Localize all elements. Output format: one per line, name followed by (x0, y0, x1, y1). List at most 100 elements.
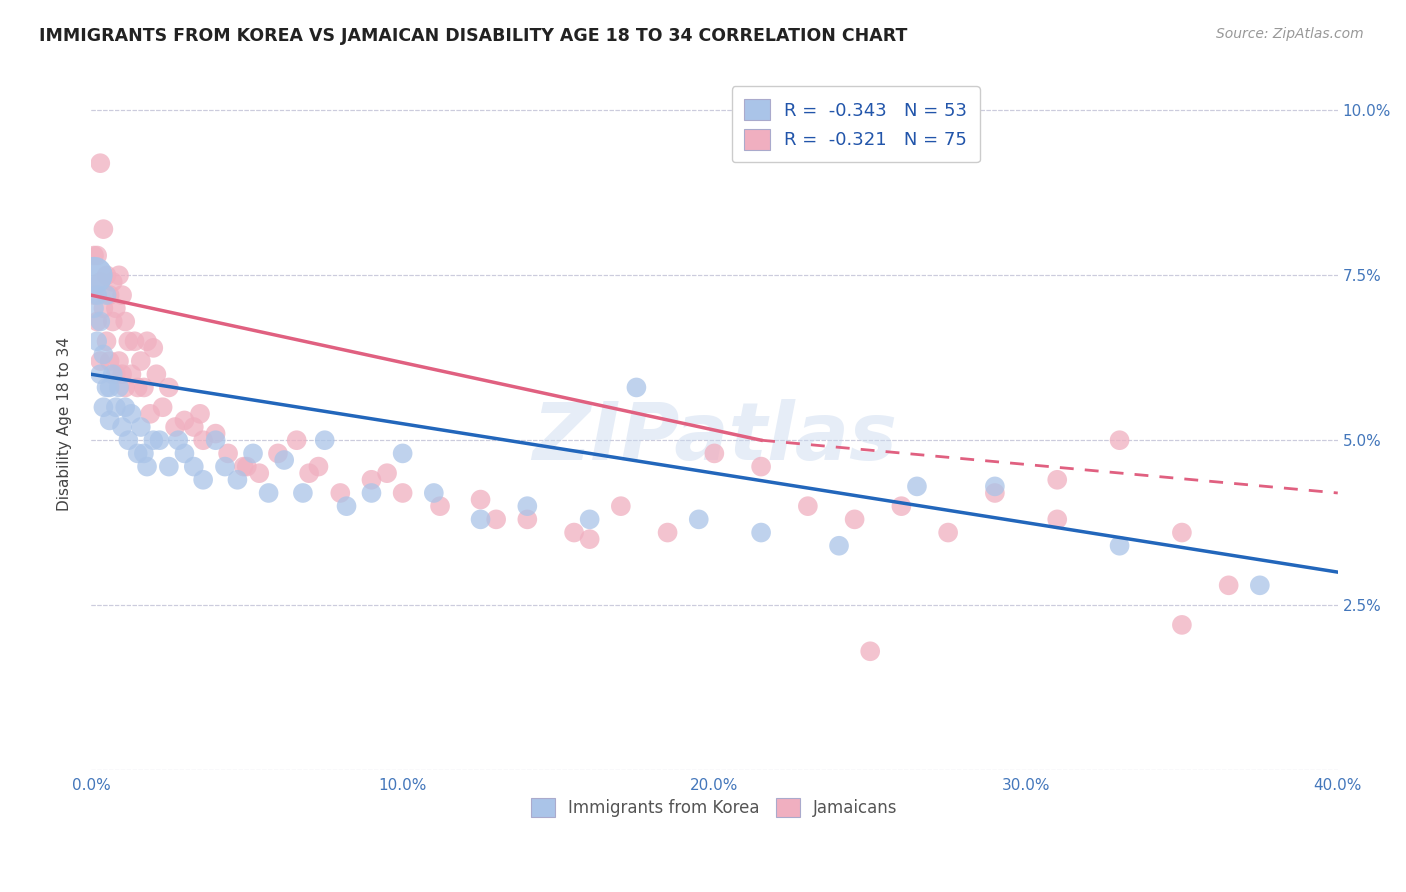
Point (114, 314, 136, 328)
Point (273, 453, 295, 467)
Point (104, 301, 127, 316)
Point (936, 525, 959, 540)
Point (657, 525, 679, 540)
Point (242, 446, 264, 460)
Point (104, 368, 127, 382)
Point (984, 479, 1007, 493)
Point (98, 413, 121, 427)
Point (148, 434, 170, 448)
Point (83, 268, 105, 283)
Point (136, 459, 159, 474)
Point (120, 407, 142, 421)
Point (93, 222, 115, 236)
Legend: Immigrants from Korea, Jamaicans: Immigrants from Korea, Jamaicans (524, 791, 904, 824)
Point (749, 525, 772, 540)
Point (391, 486, 413, 500)
Point (132, 380, 155, 394)
Text: IMMIGRANTS FROM KOREA VS JAMAICAN DISABILITY AGE 18 TO 34 CORRELATION CHART: IMMIGRANTS FROM KOREA VS JAMAICAN DISABI… (39, 27, 908, 45)
Point (1108, 434, 1130, 448)
Point (226, 473, 249, 487)
Point (1171, 525, 1194, 540)
Point (329, 486, 352, 500)
Point (93, 401, 115, 415)
Point (360, 486, 382, 500)
Point (127, 446, 149, 460)
Point (236, 459, 259, 474)
Point (96, 380, 118, 394)
Point (191, 473, 214, 487)
Point (117, 434, 139, 448)
Point (1171, 618, 1194, 632)
Point (96, 288, 118, 302)
Point (267, 446, 290, 460)
Point (890, 499, 912, 513)
Point (188, 407, 211, 421)
Point (308, 459, 330, 474)
Point (1108, 539, 1130, 553)
Point (136, 334, 159, 349)
Point (204, 426, 226, 441)
Point (83, 301, 105, 316)
Text: Source: ZipAtlas.com: Source: ZipAtlas.com (1216, 27, 1364, 41)
Point (108, 380, 131, 394)
Point (516, 512, 538, 526)
Point (703, 446, 725, 460)
Y-axis label: Disability Age 18 to 34: Disability Age 18 to 34 (58, 336, 72, 511)
Point (429, 499, 451, 513)
Point (93, 347, 115, 361)
Point (167, 434, 190, 448)
Point (204, 434, 226, 448)
Point (828, 539, 851, 553)
Point (114, 401, 136, 415)
Point (89, 368, 111, 382)
Point (285, 434, 308, 448)
Point (485, 512, 508, 526)
Point (391, 446, 413, 460)
Point (183, 420, 205, 434)
Point (562, 525, 585, 540)
Point (89, 156, 111, 170)
Point (98, 354, 121, 368)
Point (104, 401, 127, 415)
Point (183, 459, 205, 474)
Point (173, 446, 195, 460)
Point (142, 434, 165, 448)
Point (89, 275, 111, 289)
Point (470, 492, 492, 507)
Point (83, 288, 105, 302)
Point (86, 314, 108, 328)
Point (108, 268, 131, 283)
Point (984, 486, 1007, 500)
Point (298, 466, 321, 480)
Point (86, 288, 108, 302)
Point (173, 413, 195, 427)
Point (86, 334, 108, 349)
Point (217, 446, 239, 460)
Point (83, 248, 105, 262)
Point (578, 512, 600, 526)
Point (423, 486, 446, 500)
Point (749, 459, 772, 474)
Point (859, 644, 882, 658)
Point (314, 434, 336, 448)
Point (626, 380, 648, 394)
Point (111, 420, 134, 434)
Point (247, 466, 270, 480)
Point (905, 479, 928, 493)
Point (375, 466, 398, 480)
Point (124, 334, 146, 349)
Point (516, 499, 538, 513)
Point (578, 532, 600, 546)
Point (844, 512, 866, 526)
Point (610, 499, 633, 513)
Point (360, 473, 382, 487)
Point (111, 288, 134, 302)
Point (101, 368, 124, 382)
Point (145, 368, 167, 382)
Point (157, 380, 180, 394)
Point (157, 459, 180, 474)
Point (101, 314, 124, 328)
Point (1218, 578, 1240, 592)
Point (96, 268, 118, 283)
Point (96, 334, 118, 349)
